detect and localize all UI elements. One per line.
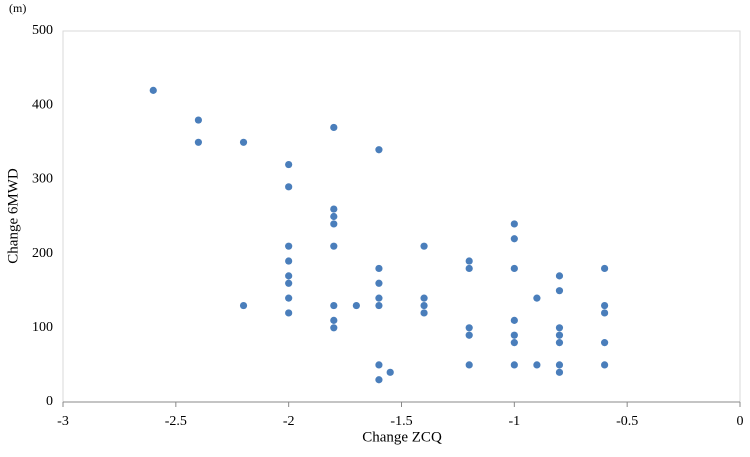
point xyxy=(601,301,609,310)
point xyxy=(533,294,541,302)
point xyxy=(465,331,473,339)
point xyxy=(555,324,564,332)
point xyxy=(149,86,157,94)
point xyxy=(194,138,202,146)
point xyxy=(330,220,338,228)
point xyxy=(330,324,338,332)
y-tick-label: 500 xyxy=(32,23,53,38)
point xyxy=(510,235,518,243)
point xyxy=(555,272,564,280)
point xyxy=(330,242,338,250)
point xyxy=(510,331,518,339)
point xyxy=(555,361,564,369)
point xyxy=(375,146,383,154)
point xyxy=(555,287,564,295)
point xyxy=(375,301,383,310)
point xyxy=(420,294,428,302)
x-tick-label: -3 xyxy=(57,414,69,429)
point xyxy=(465,324,473,332)
point xyxy=(601,361,609,369)
point xyxy=(375,294,383,302)
point xyxy=(239,138,248,146)
point xyxy=(420,242,428,250)
y-tick-label: 300 xyxy=(32,172,53,187)
point xyxy=(375,361,383,369)
y-axis-label: Change 6MWD xyxy=(5,168,21,264)
point xyxy=(555,339,564,347)
x-axis-label: Change ZCQ xyxy=(362,429,442,445)
point xyxy=(601,309,609,317)
y-tick-label: 400 xyxy=(32,97,53,112)
x-tick-label: -2 xyxy=(283,414,295,429)
x-tick-label: -1 xyxy=(508,414,520,429)
x-tick-label: -2.5 xyxy=(165,414,187,429)
point xyxy=(555,368,564,376)
y-tick-label: 100 xyxy=(32,320,53,335)
point xyxy=(194,116,202,124)
point xyxy=(352,301,360,310)
point xyxy=(285,279,293,287)
point xyxy=(330,316,338,324)
y-tick-label: 0 xyxy=(46,394,53,409)
point xyxy=(239,301,248,310)
point xyxy=(285,242,293,250)
point xyxy=(285,183,293,191)
point xyxy=(465,264,473,273)
y-tick-label: 200 xyxy=(32,246,53,261)
point xyxy=(375,376,383,384)
point xyxy=(510,339,518,347)
point xyxy=(510,361,518,369)
point xyxy=(555,331,564,339)
point xyxy=(285,309,293,317)
point xyxy=(510,316,518,324)
point xyxy=(285,257,293,265)
x-tick-label: -0.5 xyxy=(616,414,638,429)
point xyxy=(601,264,609,273)
point xyxy=(533,361,541,369)
point xyxy=(330,123,338,132)
point xyxy=(386,368,394,376)
point xyxy=(420,301,428,310)
plot-frame xyxy=(62,30,741,403)
point xyxy=(330,205,338,213)
point xyxy=(601,339,609,347)
y-unit: (m) xyxy=(9,1,26,15)
point xyxy=(375,264,383,273)
point xyxy=(465,361,473,369)
point xyxy=(375,279,383,287)
point xyxy=(510,220,518,228)
point xyxy=(330,212,338,221)
point xyxy=(285,160,293,169)
point xyxy=(465,257,473,265)
point xyxy=(510,264,518,273)
x-tick-label: 0 xyxy=(737,414,744,429)
point xyxy=(330,301,338,310)
point xyxy=(285,272,293,280)
point xyxy=(285,294,293,302)
x-tick-label: -1.5 xyxy=(390,414,412,429)
point xyxy=(420,309,428,317)
